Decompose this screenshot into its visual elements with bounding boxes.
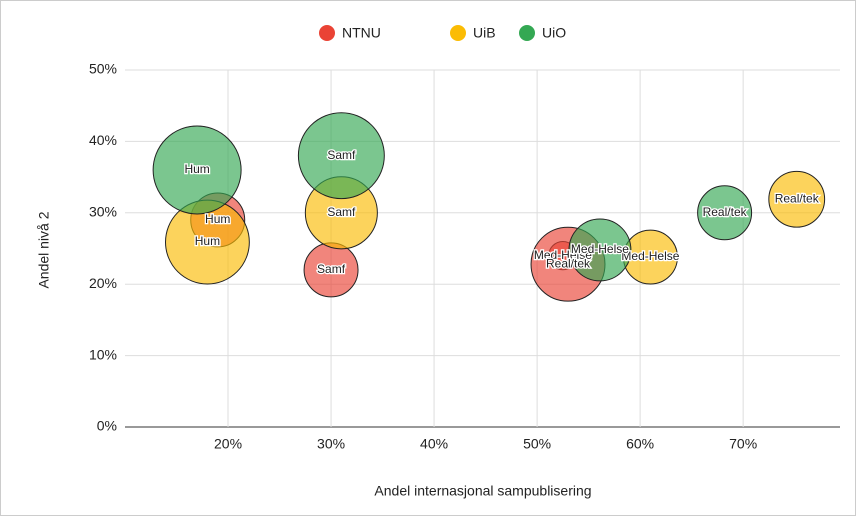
- bubble-label: Real/tek: [775, 191, 820, 205]
- x-tick-label: 20%: [214, 436, 242, 452]
- y-tick-label: 20%: [89, 275, 117, 291]
- legend-marker: [319, 25, 335, 41]
- bubble-label: Med-Helse: [534, 248, 592, 262]
- y-axis-title: Andel nivå 2: [36, 211, 52, 288]
- bubble-label: Hum: [205, 212, 230, 226]
- bubble-label: Real/tek: [703, 205, 748, 219]
- bubble-label: Samf: [327, 148, 356, 162]
- legend-marker: [519, 25, 535, 41]
- y-tick-label: 40%: [89, 132, 117, 148]
- bubble-label: Real/tek: [546, 256, 591, 270]
- bubble-label: Med-Helse: [621, 249, 679, 263]
- x-axis-title: Andel internasjonal sampublisering: [374, 483, 591, 499]
- bubble: [568, 218, 632, 282]
- bubble: [697, 185, 753, 241]
- x-tick-label: 70%: [729, 436, 757, 452]
- bubble-label: Med-Helse: [571, 242, 629, 256]
- y-tick-label: 50%: [89, 61, 117, 77]
- x-tick-label: 60%: [626, 436, 654, 452]
- y-tick-label: 30%: [89, 204, 117, 220]
- legend-label: UiB: [473, 25, 496, 41]
- bubble: [297, 112, 385, 200]
- y-tick-label: 10%: [89, 346, 117, 362]
- x-tick-label: 40%: [420, 436, 448, 452]
- bubble-label: Hum: [184, 162, 209, 176]
- bubble: [152, 125, 242, 215]
- bubble-label: Hum: [195, 234, 220, 248]
- legend-label: NTNU: [342, 25, 381, 41]
- legend-marker: [450, 25, 466, 41]
- legend-label: UiO: [542, 25, 566, 41]
- bubble-label: Samf: [317, 262, 346, 276]
- y-tick-label: 0%: [97, 418, 117, 434]
- x-tick-label: 30%: [317, 436, 345, 452]
- bubble-label: Samf: [327, 205, 356, 219]
- bubble: [768, 170, 826, 228]
- x-tick-label: 50%: [523, 436, 551, 452]
